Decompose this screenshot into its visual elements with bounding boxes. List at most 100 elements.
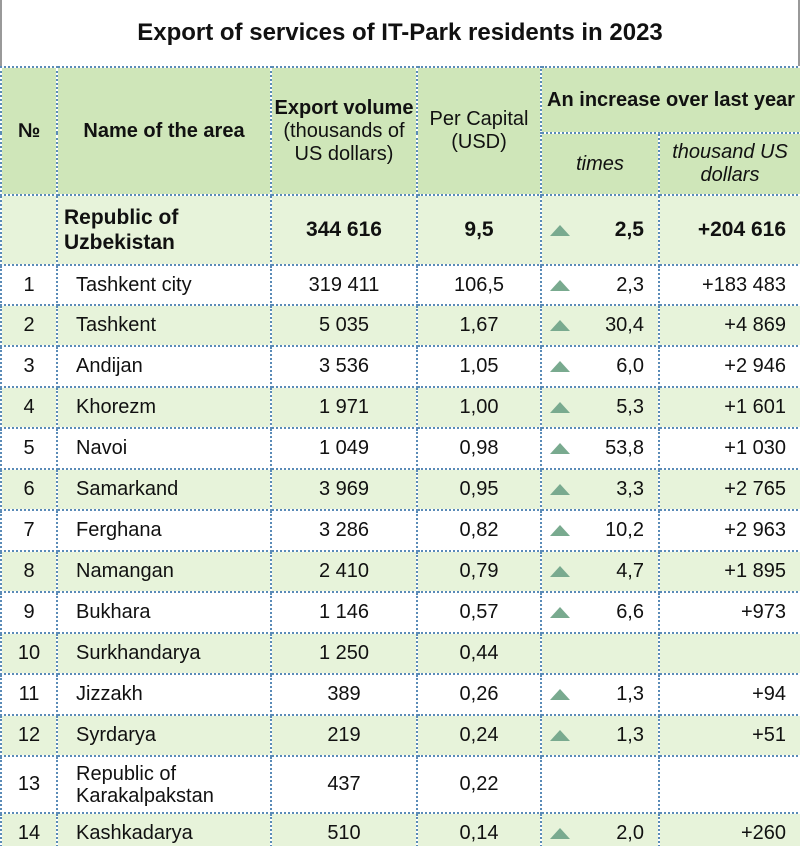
- row-increase: +973: [657, 591, 800, 634]
- row-times-cell: 1,3: [540, 714, 660, 757]
- row-per-capita: 0,95: [416, 468, 542, 511]
- row-export: 1 049: [270, 427, 418, 470]
- row-num: 6: [0, 468, 58, 511]
- row-export: 1 250: [270, 632, 418, 675]
- table-row: 1 Tashkent city 319 411 106,5 2,3 +183 483: [0, 264, 800, 306]
- row-times: 1,3: [616, 683, 644, 705]
- row-times: 3,3: [616, 478, 644, 500]
- row-times: 6,0: [616, 355, 644, 377]
- up-triangle-icon: [550, 320, 570, 331]
- table-row: 5 Navoi 1 049 0,98 53,8 +1 030: [0, 427, 800, 470]
- row-area: Jizzakh: [56, 673, 272, 716]
- row-per-capita: 0,82: [416, 509, 542, 552]
- row-increase: +2 963: [657, 509, 800, 552]
- table-row: 7 Ferghana 3 286 0,82 10,2 +2 963: [0, 509, 800, 552]
- row-num: 5: [0, 427, 58, 470]
- row-times: 5,3: [616, 396, 644, 418]
- row-export: 389: [270, 673, 418, 716]
- row-increase: +1 895: [657, 550, 800, 593]
- row-num: 7: [0, 509, 58, 552]
- row-export: 5 035: [270, 304, 418, 347]
- row-per-capita: 0,24: [416, 714, 542, 757]
- table-row: 13 Republic of Karakalpakstan 437 0,22: [0, 755, 800, 814]
- row-export: 510: [270, 812, 418, 846]
- total-num: [0, 194, 58, 266]
- up-triangle-icon: [550, 224, 570, 236]
- row-area: Republic of Karakalpakstan: [56, 755, 272, 814]
- row-num: 9: [0, 591, 58, 634]
- col-header-num: №: [0, 66, 58, 196]
- row-increase: +260: [657, 812, 800, 846]
- row-area: Tashkent city: [56, 264, 272, 306]
- table-row: 14 Kashkadarya 510 0,14 2,0 +260: [0, 812, 800, 846]
- row-num: 11: [0, 673, 58, 716]
- row-num: 14: [0, 812, 58, 846]
- up-triangle-icon: [550, 443, 570, 454]
- row-times-cell: 10,2: [540, 509, 660, 552]
- row-increase: +1 030: [657, 427, 800, 470]
- up-triangle-icon: [550, 484, 570, 495]
- col-header-area: Name of the area: [56, 66, 272, 196]
- up-triangle-icon: [550, 279, 570, 291]
- up-triangle-icon: [550, 730, 570, 741]
- row-increase: +2 946: [657, 345, 800, 388]
- row-times-cell: 4,7: [540, 550, 660, 593]
- row-times: 10,2: [605, 519, 644, 541]
- row-per-capita: 1,05: [416, 345, 542, 388]
- row-area: Navoi: [56, 427, 272, 470]
- row-num: 10: [0, 632, 58, 675]
- row-times: 53,8: [605, 437, 644, 459]
- row-area: Khorezm: [56, 386, 272, 429]
- total-times-cell: 2,5: [540, 194, 660, 266]
- col-header-times: times: [540, 132, 660, 196]
- row-times-cell: 5,3: [540, 386, 660, 429]
- row-times: 2,3: [616, 273, 644, 296]
- row-area: Surkhandarya: [56, 632, 272, 675]
- row-export: 1 971: [270, 386, 418, 429]
- row-increase: +94: [657, 673, 800, 716]
- row-per-capita: 0,26: [416, 673, 542, 716]
- total-export: 344 616: [270, 194, 418, 266]
- table-row: 2 Tashkent 5 035 1,67 30,4 +4 869: [0, 304, 800, 347]
- up-triangle-icon: [550, 402, 570, 413]
- row-export: 2 410: [270, 550, 418, 593]
- row-times-cell: 2,0: [540, 812, 660, 846]
- row-times-cell: [540, 755, 660, 814]
- row-per-capita: 1,00: [416, 386, 542, 429]
- total-row: Republic of Uzbekistan 344 616 9,5 2,5 +…: [0, 194, 800, 266]
- table-header: № Name of the area Export volume (thousa…: [0, 66, 800, 196]
- row-increase: +4 869: [657, 304, 800, 347]
- row-per-capita: 0,22: [416, 755, 542, 814]
- col-header-export-title: Export volume: [274, 96, 414, 119]
- row-num: 4: [0, 386, 58, 429]
- table-row: 3 Andijan 3 536 1,05 6,0 +2 946: [0, 345, 800, 388]
- row-increase: +2 765: [657, 468, 800, 511]
- row-times: 1,3: [616, 724, 644, 746]
- row-times: 30,4: [605, 314, 644, 336]
- col-header-increase: An increase over last year: [539, 66, 800, 134]
- up-triangle-icon: [550, 525, 570, 536]
- row-times-cell: 3,3: [540, 468, 660, 511]
- row-export: 3 969: [270, 468, 418, 511]
- row-num: 1: [0, 264, 58, 306]
- total-increase: +204 616: [657, 194, 800, 266]
- row-area: Namangan: [56, 550, 272, 593]
- up-triangle-icon: [550, 566, 570, 577]
- row-num: 3: [0, 345, 58, 388]
- row-export: 3 536: [270, 345, 418, 388]
- row-times-cell: 30,4: [540, 304, 660, 347]
- row-area: Kashkadarya: [56, 812, 272, 846]
- table-row: 9 Bukhara 1 146 0,57 6,6 +973: [0, 591, 800, 634]
- row-num: 8: [0, 550, 58, 593]
- up-triangle-icon: [550, 361, 570, 372]
- row-increase: [657, 632, 800, 675]
- row-area: Tashkent: [56, 304, 272, 347]
- table-row: 12 Syrdarya 219 0,24 1,3 +51: [0, 714, 800, 757]
- col-header-export-unit: (thousands of US dollars): [283, 119, 405, 165]
- col-header-export: Export volume (thousands of US dollars): [270, 66, 418, 196]
- row-increase: [657, 755, 800, 814]
- total-area: Republic of Uzbekistan: [56, 194, 272, 266]
- row-area: Ferghana: [56, 509, 272, 552]
- row-area: Samarkand: [56, 468, 272, 511]
